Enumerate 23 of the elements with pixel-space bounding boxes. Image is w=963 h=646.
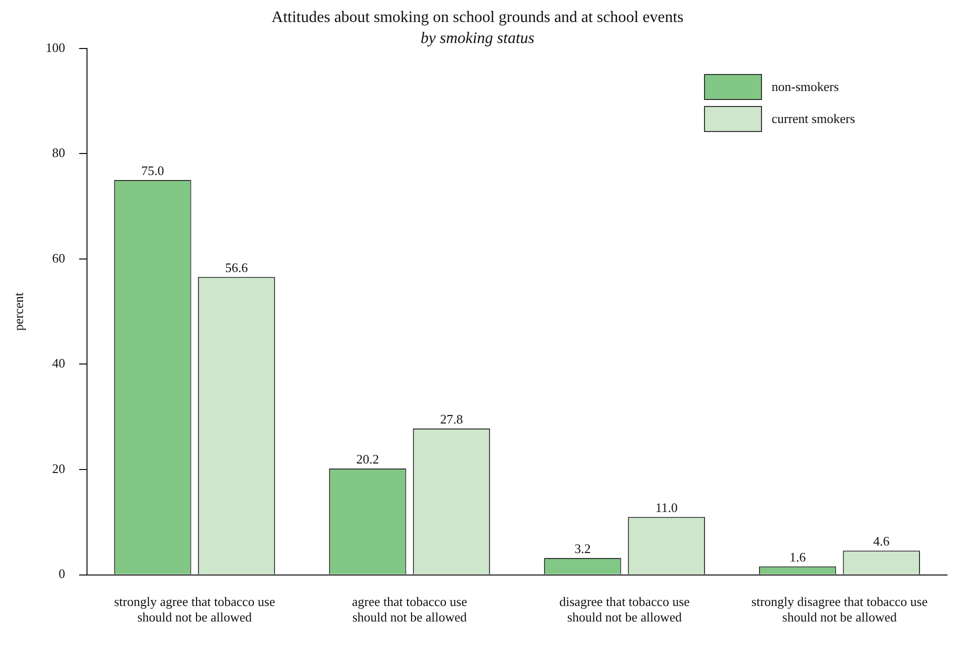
data-label: 75.0 [141,162,164,178]
y-tick-label: 20 [52,460,66,476]
data-label: 11.0 [655,500,678,515]
y-axis-title: percent [11,292,26,331]
y-tick-label: 80 [52,145,66,160]
chart-subtitle: by smoking status [420,30,534,48]
data-label: 1.6 [789,549,806,564]
data-label: 4.6 [873,534,890,549]
y-tick-label: 60 [52,250,66,266]
y-tick-label: 40 [52,356,66,371]
data-label: 20.2 [356,451,380,466]
legend-label: current smokers [772,111,855,127]
y-tick-label: 100 [46,40,66,55]
y-tick-label: 0 [58,566,66,582]
x-tick-label: strongly disagree that tobacco use should not be allowed [751,594,928,625]
x-tick-label: strongly agree that tobacco use should not be allowed [114,594,276,625]
data-label: 27.8 [440,411,463,426]
data-label: 56.6 [225,260,248,275]
chart-title: Attitudes about smoking on school grounds and at school events [272,8,684,26]
x-tick-label: agree that tobacco use should not be allowed [352,594,468,625]
legend-label: non-smokers [772,79,839,95]
data-label: 3.2 [574,540,591,556]
x-tick-label: disagree that tobacco use should not be allowed [559,594,690,625]
